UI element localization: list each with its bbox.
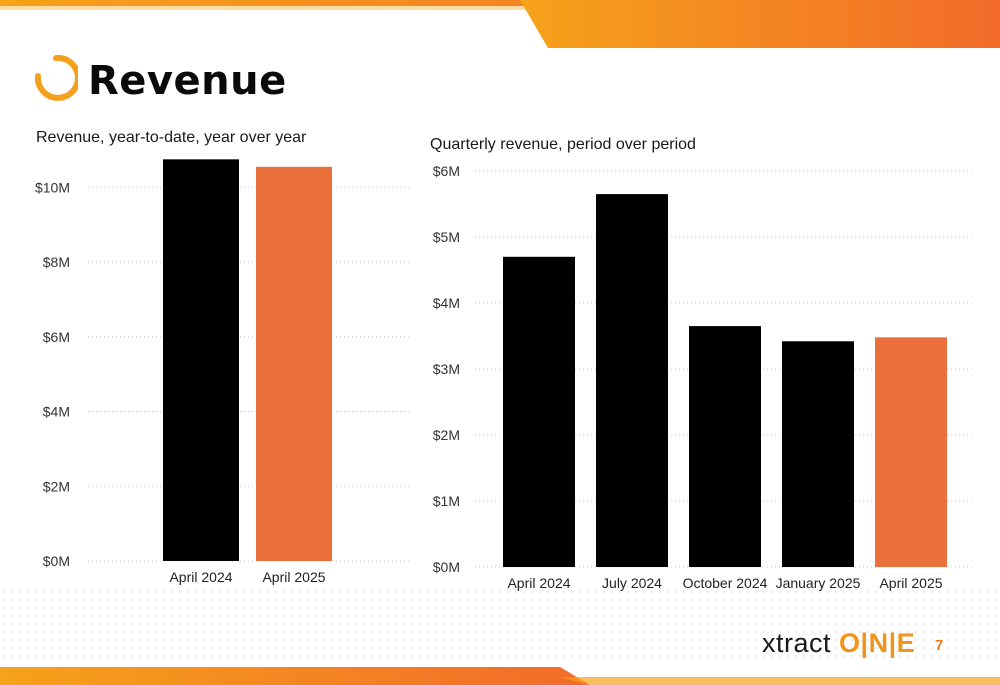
- quarterly-y-tick-label: $0M: [433, 559, 460, 575]
- quarterly-bar-july-2024: [596, 194, 668, 567]
- quarterly-x-tick-label: July 2024: [602, 575, 662, 591]
- ytd-y-tick-label: $2M: [43, 478, 70, 494]
- right-chart-title: Quarterly revenue, period over period: [430, 136, 696, 153]
- quarterly-y-tick-label: $3M: [433, 361, 460, 377]
- ytd-bar-april-2025: [256, 166, 332, 561]
- brand-logo: xtract O|N|E: [762, 628, 916, 658]
- quarterly-x-tick-label: April 2025: [879, 575, 942, 591]
- ytd-y-tick-label: $8M: [43, 254, 70, 270]
- ytd-y-tick-label: $6M: [43, 329, 70, 345]
- header-band: [0, 0, 1000, 48]
- page-number: 7: [935, 637, 944, 654]
- page-title: Revenue: [88, 58, 287, 104]
- quarterly-y-tick-label: $1M: [433, 493, 460, 509]
- circle-logo-icon: [34, 54, 78, 101]
- ytd-x-tick-label: April 2024: [169, 569, 232, 585]
- ytd-x-tick-label: April 2025: [262, 569, 325, 585]
- quarterly-y-tick-label: $5M: [433, 229, 460, 245]
- quarterly-y-tick-label: $4M: [433, 295, 460, 311]
- quarterly-y-tick-label: $6M: [433, 163, 460, 179]
- ytd-y-tick-label: $10M: [35, 179, 70, 195]
- left-chart-title: Revenue, year-to-date, year over year: [36, 129, 307, 146]
- ytd-y-tick-label: $0M: [43, 553, 70, 569]
- quarterly-bar-october-2024: [689, 326, 761, 567]
- quarterly-revenue-chart: $0M $1M $2M $3M $4M $5M $6M April 2024 July 2024…: [433, 163, 973, 591]
- quarterly-x-tick-label: April 2024: [507, 575, 570, 591]
- ytd-y-tick-label: $4M: [43, 404, 70, 420]
- quarterly-bar-april-2025: [875, 337, 947, 567]
- ytd-revenue-chart: $0M $2M $4M $6M $8M $10M April 2024 April 2025: [35, 159, 410, 585]
- quarterly-bar-january-2025: [782, 341, 854, 567]
- quarterly-y-tick-label: $2M: [433, 427, 460, 443]
- ytd-bar-april-2024: [163, 159, 239, 561]
- quarterly-x-tick-label: January 2025: [776, 575, 861, 591]
- decorative-dot-pattern: [0, 588, 1000, 658]
- quarterly-x-tick-label: October 2024: [683, 575, 768, 591]
- footer-band: [0, 667, 1000, 685]
- quarterly-bar-april-2024: [503, 256, 575, 567]
